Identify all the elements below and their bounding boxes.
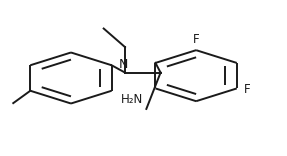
Text: F: F [193, 33, 199, 46]
Text: F: F [244, 83, 251, 96]
Text: H₂N: H₂N [121, 93, 144, 106]
Text: N: N [119, 58, 128, 71]
